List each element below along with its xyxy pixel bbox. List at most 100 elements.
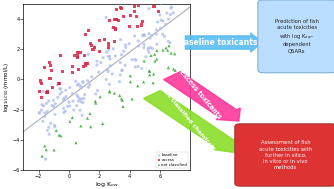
baseline [164,12,170,15]
not classified [53,129,59,132]
not classified [112,92,117,95]
baseline [40,120,45,123]
baseline [95,89,100,92]
not classified [44,148,49,151]
not classified [152,53,157,56]
excess [130,0,136,2]
baseline [71,108,76,112]
baseline [74,94,79,97]
baseline [143,55,149,58]
Text: Not classified chemicals: Not classified chemicals [161,87,216,152]
excess [97,50,102,53]
excess [114,18,119,21]
not classified [150,81,156,84]
not classified [147,70,152,73]
baseline [139,67,145,70]
not classified [51,149,57,152]
not classified [166,44,172,47]
baseline [120,69,125,72]
baseline [103,16,109,19]
FancyBboxPatch shape [235,124,334,186]
not classified [128,74,133,77]
excess [44,90,50,93]
not classified [172,52,177,55]
excess [132,5,137,8]
X-axis label: log K$_{ow}$: log K$_{ow}$ [95,180,119,189]
baseline [49,104,54,107]
baseline [162,35,167,38]
excess [97,39,103,42]
baseline [45,129,50,132]
baseline [51,105,56,108]
not classified [147,69,152,72]
excess [134,15,139,18]
excess [70,65,75,68]
not classified [98,95,103,98]
baseline [147,36,153,40]
baseline [41,90,46,93]
Polygon shape [164,72,240,121]
excess [84,62,90,65]
baseline [157,13,162,16]
not classified [154,49,160,52]
excess [50,86,55,89]
Text: Assessment of fish
acute toxicities with
further in silico,
in vitro or in vivo
: Assessment of fish acute toxicities with… [259,140,312,170]
not classified [42,144,47,147]
baseline [77,109,83,112]
excess [44,91,50,94]
baseline [74,104,79,107]
not classified [88,125,93,128]
excess [116,19,121,22]
Text: Excess toxicants: Excess toxicants [178,69,222,120]
baseline [67,105,72,108]
baseline [119,53,124,56]
excess [57,82,62,85]
baseline [104,78,109,81]
baseline [61,99,66,102]
baseline [82,93,88,96]
excess [83,64,89,67]
not classified [107,90,112,93]
baseline [96,71,102,74]
baseline [110,73,115,76]
baseline [158,27,163,30]
not classified [154,58,159,61]
baseline [87,83,93,86]
baseline [158,2,164,5]
excess [47,77,53,80]
baseline [80,80,86,83]
baseline [89,75,94,78]
baseline [77,84,83,87]
excess [47,61,52,64]
baseline [141,46,147,49]
baseline [154,32,159,35]
excess [86,29,91,32]
excess [125,0,131,3]
baseline [55,83,60,86]
Legend: baseline, excess, not classified: baseline, excess, not classified [156,152,188,168]
excess [74,54,80,57]
baseline [117,80,122,83]
baseline [43,158,48,161]
not classified [163,46,169,49]
not classified [73,141,78,144]
excess [76,68,81,71]
excess [37,90,42,93]
baseline [136,44,141,47]
baseline [123,46,128,49]
not classified [147,73,152,76]
not classified [100,122,105,125]
baseline [118,61,123,64]
not classified [85,117,90,120]
baseline [93,92,98,95]
baseline [146,7,152,10]
excess [127,0,133,1]
baseline [105,68,110,71]
baseline [126,42,132,45]
not classified [141,59,147,62]
excess [118,6,123,9]
baseline [80,101,86,104]
baseline [119,69,125,72]
excess [89,44,94,47]
baseline [79,114,85,117]
